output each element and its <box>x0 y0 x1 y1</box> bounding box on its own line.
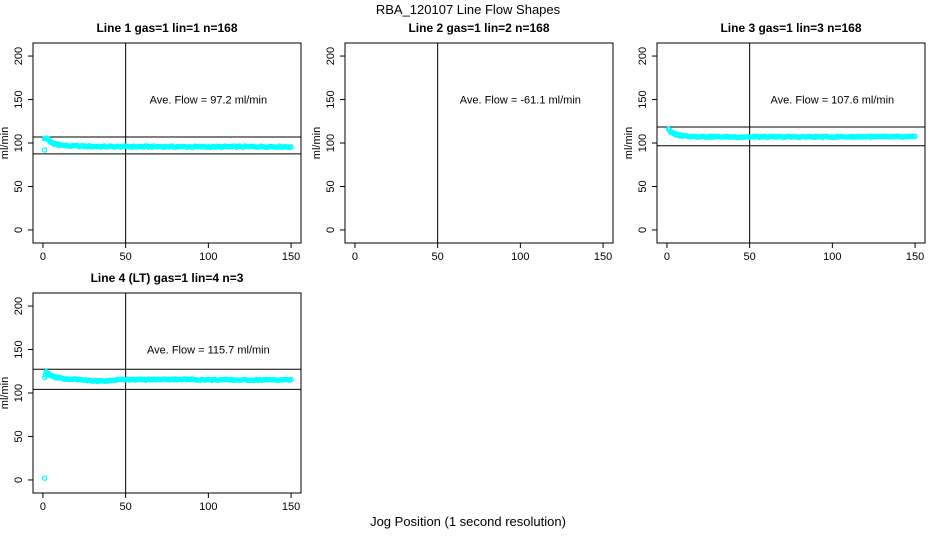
x-tick-label: 50 <box>744 251 756 263</box>
y-tick-label: 150 <box>13 90 25 108</box>
y-tick-label: 200 <box>325 47 337 65</box>
panel-title: Line 2 gas=1 lin=2 n=168 <box>408 21 549 35</box>
x-tick-label: 50 <box>432 251 444 263</box>
x-tick-label: 100 <box>823 251 841 263</box>
flow-point <box>288 144 294 150</box>
y-tick-label: 100 <box>637 134 649 152</box>
y-tick-label: 150 <box>13 340 25 358</box>
x-tick-label: 50 <box>120 251 132 263</box>
panel-line-3-chart: Line 3 gas=1 lin=3 n=168 0 50 100 150 0 50 100 1… <box>624 21 926 263</box>
x-axis-label: Jog Position (1 second resolution) <box>370 514 566 529</box>
x-tick-label: 50 <box>120 501 132 513</box>
y-tick-label: 200 <box>13 297 25 315</box>
y-tick-label: 0 <box>13 227 25 233</box>
y-tick-label: 50 <box>13 180 25 192</box>
y-tick-label: 50 <box>325 180 337 192</box>
ave-flow-annotation: Ave. Flow = 107.6 ml/min <box>771 95 895 107</box>
x-tick-label: 0 <box>40 501 46 513</box>
y-tick-label: 100 <box>325 134 337 152</box>
flow-point <box>41 374 48 381</box>
y-axis-label: ml/min <box>624 127 635 159</box>
data-points <box>41 135 294 153</box>
ave-flow-annotation: Ave. Flow = -61.1 ml/min <box>460 95 581 107</box>
flow-outlier-point <box>41 147 48 153</box>
y-tick-label: 50 <box>13 430 25 442</box>
x-tick-label: 150 <box>282 501 300 513</box>
flow-outlier-point <box>41 475 48 481</box>
x-tick-label: 150 <box>906 251 924 263</box>
y-tick-label: 200 <box>13 47 25 65</box>
y-tick-label: 150 <box>637 90 649 108</box>
data-points <box>665 126 918 141</box>
y-tick-label: 0 <box>13 477 25 483</box>
data-points <box>41 368 294 481</box>
x-tick-label: 0 <box>664 251 670 263</box>
plot-box <box>656 42 926 244</box>
panel-line-4-chart: Line 4 (LT) gas=1 lin=4 n=3 0 50 100 150 0 50 1… <box>0 271 302 513</box>
ave-flow-annotation: Ave. Flow = 97.2 ml/min <box>150 95 267 107</box>
y-tick-label: 200 <box>637 47 649 65</box>
plot-box <box>32 292 302 494</box>
x-tick-label: 150 <box>282 251 300 263</box>
ave-flow-annotation: Ave. Flow = 115.7 ml/min <box>147 345 270 357</box>
x-tick-label: 150 <box>594 251 612 263</box>
panel-line-2-chart: Line 2 gas=1 lin=2 n=168 0 50 100 150 0 50 100 1… <box>312 21 614 263</box>
y-tick-label: 0 <box>637 227 649 233</box>
figure-title: RBA_120107 Line Flow Shapes <box>375 2 561 17</box>
y-axis-label: ml/min <box>0 377 11 409</box>
flow-point <box>288 376 294 383</box>
panel-title: Line 1 gas=1 lin=1 n=168 <box>96 21 237 35</box>
y-axis-label: ml/min <box>312 127 323 159</box>
x-tick-label: 100 <box>511 251 529 263</box>
y-tick-label: 100 <box>13 134 25 152</box>
panel-title: Line 3 gas=1 lin=3 n=168 <box>720 21 861 35</box>
y-axis-label: ml/min <box>0 127 11 159</box>
y-tick-label: 50 <box>637 180 649 192</box>
y-tick-label: 100 <box>13 384 25 402</box>
panel-line-1-chart: Line 1 gas=1 lin=1 n=168 0 50 100 150 0 50 100 1… <box>0 21 302 263</box>
x-tick-label: 0 <box>352 251 358 263</box>
flow-point <box>912 133 918 140</box>
x-tick-label: 100 <box>199 501 217 513</box>
panel-title: Line 4 (LT) gas=1 lin=4 n=3 <box>91 271 244 285</box>
x-tick-label: 0 <box>40 251 46 263</box>
y-tick-label: 150 <box>325 90 337 108</box>
y-tick-label: 0 <box>325 227 337 233</box>
plot-box <box>344 42 614 244</box>
x-tick-label: 100 <box>199 251 217 263</box>
